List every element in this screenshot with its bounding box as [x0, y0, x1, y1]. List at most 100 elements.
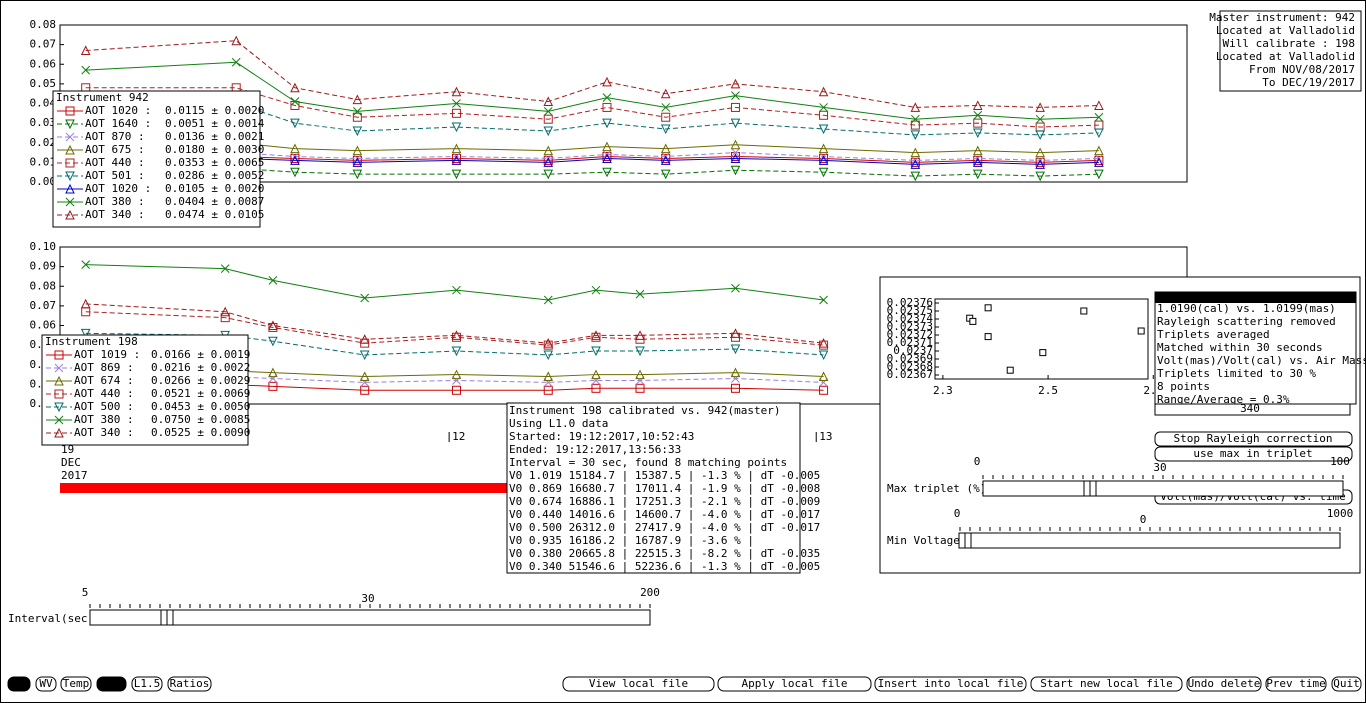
plot-frame: [934, 298, 1149, 380]
marker: [81, 260, 91, 270]
legend-name: AOT 340 :: [74, 426, 134, 439]
tab[interactable]: [131, 676, 163, 692]
marker: [268, 322, 278, 332]
marker: [1094, 169, 1104, 180]
marker: [602, 102, 612, 112]
legend-name: AOT 500 :: [74, 400, 134, 413]
button-label[interactable]: Insert into local file: [878, 677, 1024, 690]
marker: [290, 82, 300, 93]
button[interactable]: [874, 676, 1027, 692]
marker: [543, 106, 553, 116]
tab-label[interactable]: L1.0: [98, 677, 125, 690]
info-line: V0 0.380 20665.8 | 22515.3 | -8.2 % | dT…: [509, 547, 820, 560]
button-label[interactable]: Undo delete: [1188, 677, 1261, 690]
button[interactable]: [562, 676, 715, 692]
tab-label[interactable]: WV: [39, 677, 53, 690]
tab[interactable]: [35, 676, 57, 692]
tab[interactable]: [167, 676, 212, 692]
marker: [268, 336, 278, 347]
marker: [451, 155, 462, 165]
marker: [730, 328, 741, 338]
button[interactable]: [1331, 676, 1362, 692]
slider-track[interactable]: [89, 609, 651, 626]
slider-track[interactable]: [959, 532, 1341, 549]
tab-label[interactable]: Ratios: [170, 677, 210, 690]
y-tick-label: 0.02367: [887, 368, 933, 381]
legend-stat: 0.0286 ± 0.0052: [165, 169, 264, 182]
button[interactable]: [1030, 676, 1183, 692]
panel-button[interactable]: [1154, 431, 1353, 447]
panel-button[interactable]: [1154, 446, 1353, 462]
button[interactable]: [1265, 676, 1327, 692]
marker: [910, 159, 921, 169]
legend-name: AOT 674 :: [74, 374, 134, 387]
marker: [290, 167, 300, 178]
panel-button-label[interactable]: use max in triplet: [1193, 447, 1312, 460]
button-label[interactable]: Apply local file: [742, 677, 848, 690]
y-tick-label: 0.02371: [887, 336, 933, 349]
tab[interactable]: [60, 676, 92, 692]
info-line: Interval = 30 sec, found 8 matching poin…: [509, 456, 787, 469]
button-label[interactable]: Prev time: [1266, 677, 1326, 690]
marker: [359, 350, 370, 361]
button[interactable]: [1186, 676, 1262, 692]
marker: [731, 374, 740, 383]
y-tick-label: 0.03: [30, 116, 57, 129]
slider-track[interactable]: [982, 480, 1344, 497]
list-box: [1154, 403, 1351, 416]
marker: [54, 375, 64, 386]
y-tick-label: 0.09: [30, 260, 57, 273]
marker: [591, 346, 601, 357]
info-line: Master instrument: 942: [1209, 11, 1355, 24]
marker: [660, 88, 671, 99]
marker: [910, 114, 920, 124]
marker: [352, 94, 363, 105]
marker: [352, 157, 363, 167]
tab-label[interactable]: AOT: [9, 677, 29, 690]
marker: [635, 330, 645, 340]
series-line: [85, 372, 824, 383]
marker: [543, 114, 553, 124]
marker: [1094, 112, 1104, 122]
list-item: Triplets limited to 30 %: [1157, 367, 1316, 380]
marker: [543, 96, 554, 107]
marker: [65, 171, 75, 182]
marker: [730, 367, 741, 378]
tab-label[interactable]: L1.5: [134, 677, 161, 690]
marker: [360, 293, 370, 303]
marker: [231, 57, 241, 67]
button[interactable]: [717, 676, 872, 692]
list-item: Range/Average = 0.3%: [1157, 393, 1290, 406]
info-line: Located at Valladolid: [1216, 50, 1355, 63]
button-label[interactable]: Quit: [1333, 677, 1360, 690]
legend-stat: 0.0136 ± 0.0021: [165, 130, 264, 143]
panel-button-label[interactable]: Stop Rayleigh correction: [1174, 432, 1333, 445]
marker: [80, 298, 91, 309]
button-label[interactable]: Start new local file: [1040, 677, 1172, 690]
marker: [65, 144, 75, 155]
marker: [973, 110, 983, 120]
info-line: Started: 19:12:2017,10:52:43: [509, 430, 694, 443]
marker: [730, 383, 740, 393]
series-line: [85, 311, 824, 346]
marker: [818, 338, 829, 348]
button-label[interactable]: View local file: [589, 677, 688, 690]
marker: [1035, 130, 1045, 141]
marker: [910, 171, 921, 182]
tab[interactable]: [7, 676, 31, 692]
scatter-point: [1039, 349, 1047, 357]
legend-stat: 0.0453 ± 0.0050: [151, 400, 250, 413]
series-line: [85, 381, 824, 391]
slider-label: Min Voltage: [887, 534, 960, 547]
tab[interactable]: [96, 676, 127, 692]
slider-tick-label: 30: [1153, 461, 1166, 474]
marker: [910, 157, 920, 167]
marker: [543, 340, 553, 350]
legend-name: AOT 870 :: [85, 130, 145, 143]
slider-tick-label: 0: [1140, 513, 1147, 526]
marker: [451, 143, 462, 154]
legend-name: AOT 380 :: [74, 413, 134, 426]
y-tick-label: 0.02373: [887, 320, 933, 333]
slider-tick-label: 1000: [1327, 507, 1354, 520]
tab-label[interactable]: Temp: [63, 677, 90, 690]
